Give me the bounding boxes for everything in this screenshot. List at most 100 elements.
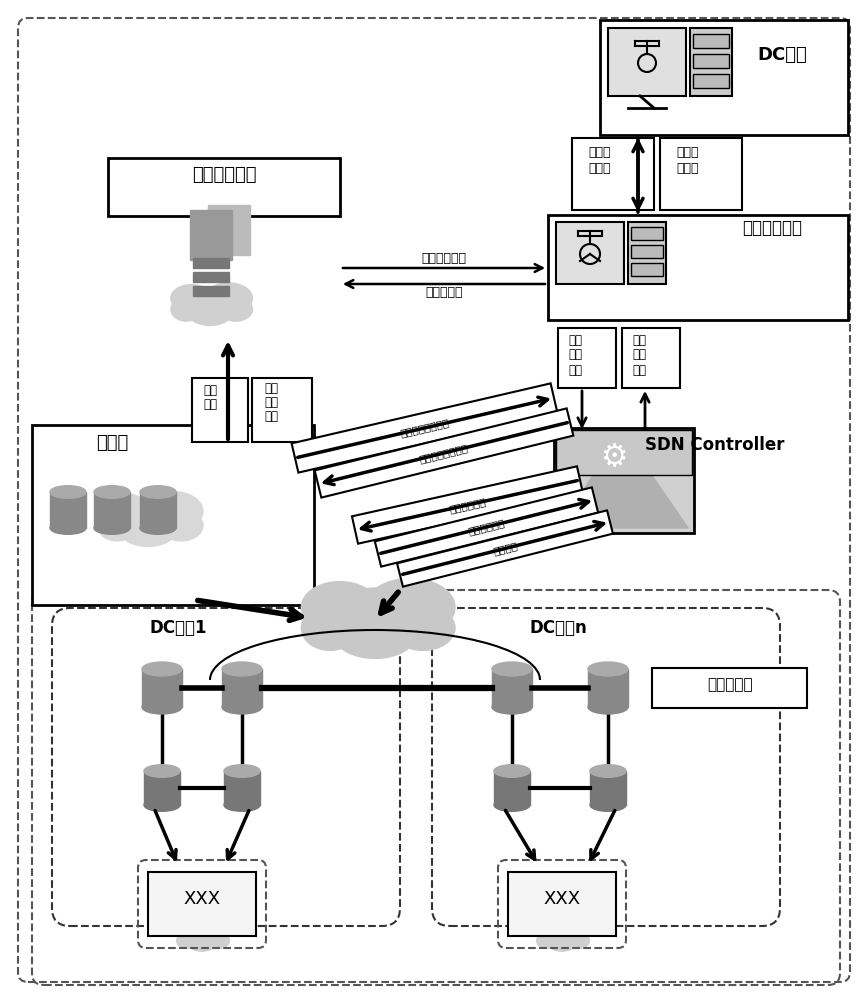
Bar	[693, 54, 729, 68]
Ellipse shape	[327, 588, 423, 652]
Bar	[224, 771, 260, 805]
Text: 路径策略下发: 路径策略下发	[448, 496, 487, 514]
Ellipse shape	[205, 283, 253, 314]
Ellipse shape	[188, 302, 231, 325]
Bar	[588, 669, 628, 707]
Text: 结果: 结果	[632, 349, 646, 361]
Ellipse shape	[171, 297, 201, 321]
Ellipse shape	[50, 522, 86, 534]
Ellipse shape	[140, 486, 176, 498]
Bar	[193, 272, 229, 282]
Ellipse shape	[559, 924, 589, 944]
Polygon shape	[397, 510, 613, 587]
Bar	[556, 430, 692, 475]
Text: 租户信: 租户信	[589, 145, 611, 158]
Bar	[94, 492, 130, 528]
Bar	[628, 222, 666, 284]
Bar	[208, 205, 250, 255]
Text: 采集: 采集	[203, 398, 217, 412]
Text: 统计: 统计	[264, 395, 278, 408]
Bar	[192, 378, 248, 442]
Ellipse shape	[186, 927, 219, 949]
Bar	[144, 771, 180, 805]
Ellipse shape	[185, 288, 235, 322]
Ellipse shape	[545, 927, 578, 949]
Bar	[556, 222, 624, 284]
Ellipse shape	[188, 936, 216, 951]
Ellipse shape	[494, 765, 530, 777]
Text: XXX: XXX	[183, 890, 220, 908]
Text: 骨干网: 骨干网	[95, 434, 128, 452]
Bar	[631, 245, 663, 258]
Text: 流量: 流量	[203, 383, 217, 396]
Text: 路由获取: 路由获取	[491, 541, 518, 556]
Ellipse shape	[492, 662, 532, 676]
Bar	[142, 669, 182, 707]
Bar	[631, 263, 663, 276]
Ellipse shape	[142, 662, 182, 676]
Text: 流量分析系统: 流量分析系统	[192, 166, 256, 184]
Ellipse shape	[144, 799, 180, 811]
Ellipse shape	[494, 799, 530, 811]
Text: 获取: 获取	[264, 410, 278, 422]
Bar	[548, 215, 848, 320]
Bar	[693, 74, 729, 88]
Text: ⚙: ⚙	[601, 444, 628, 473]
Ellipse shape	[159, 510, 203, 541]
Bar	[108, 158, 340, 216]
Bar	[193, 258, 229, 268]
Ellipse shape	[222, 662, 262, 676]
Ellipse shape	[97, 494, 150, 529]
Text: 流量统计配置下发: 流量统计配置下发	[399, 417, 450, 439]
Text: DC网管: DC网管	[757, 46, 807, 64]
Bar	[193, 286, 229, 296]
Bar	[660, 138, 742, 210]
Polygon shape	[292, 383, 557, 473]
Text: 统计信息获取: 统计信息获取	[467, 518, 506, 536]
Polygon shape	[375, 487, 598, 567]
Ellipse shape	[568, 933, 589, 948]
Text: 息上报: 息上报	[677, 161, 700, 174]
Bar	[554, 428, 694, 533]
Bar	[631, 227, 663, 240]
Bar	[252, 378, 312, 442]
Ellipse shape	[171, 285, 212, 312]
Bar	[222, 669, 262, 707]
Polygon shape	[558, 432, 688, 528]
Text: 约束: 约束	[568, 349, 582, 361]
Ellipse shape	[590, 799, 626, 811]
Bar	[32, 425, 314, 605]
Ellipse shape	[492, 700, 532, 714]
Bar	[148, 872, 256, 936]
Bar	[492, 669, 532, 707]
Ellipse shape	[365, 578, 455, 636]
Ellipse shape	[588, 700, 628, 714]
Ellipse shape	[224, 765, 260, 777]
Ellipse shape	[301, 606, 359, 650]
Text: 路径: 路径	[632, 334, 646, 347]
Ellipse shape	[199, 924, 229, 944]
Ellipse shape	[207, 933, 229, 948]
Ellipse shape	[142, 700, 182, 714]
Bar	[572, 138, 654, 210]
Text: 租户信息获取: 租户信息获取	[422, 251, 466, 264]
Text: 流量: 流量	[264, 381, 278, 394]
Bar	[190, 210, 232, 260]
Ellipse shape	[222, 700, 262, 714]
Polygon shape	[352, 466, 583, 544]
Ellipse shape	[94, 522, 130, 534]
Ellipse shape	[335, 614, 415, 658]
Polygon shape	[315, 408, 574, 498]
Ellipse shape	[588, 662, 628, 676]
Bar	[600, 20, 848, 135]
Text: 链路物理带宽获取: 链路物理带宽获取	[418, 442, 470, 464]
Text: 上报: 上报	[632, 363, 646, 376]
Ellipse shape	[536, 925, 563, 942]
Text: DC出口1: DC出口1	[149, 619, 207, 637]
Text: 调节流统计: 调节流统计	[425, 286, 463, 300]
Ellipse shape	[391, 606, 455, 650]
Text: XXX: XXX	[543, 890, 581, 908]
Ellipse shape	[301, 582, 378, 633]
Bar	[590, 771, 626, 805]
Ellipse shape	[121, 516, 175, 546]
